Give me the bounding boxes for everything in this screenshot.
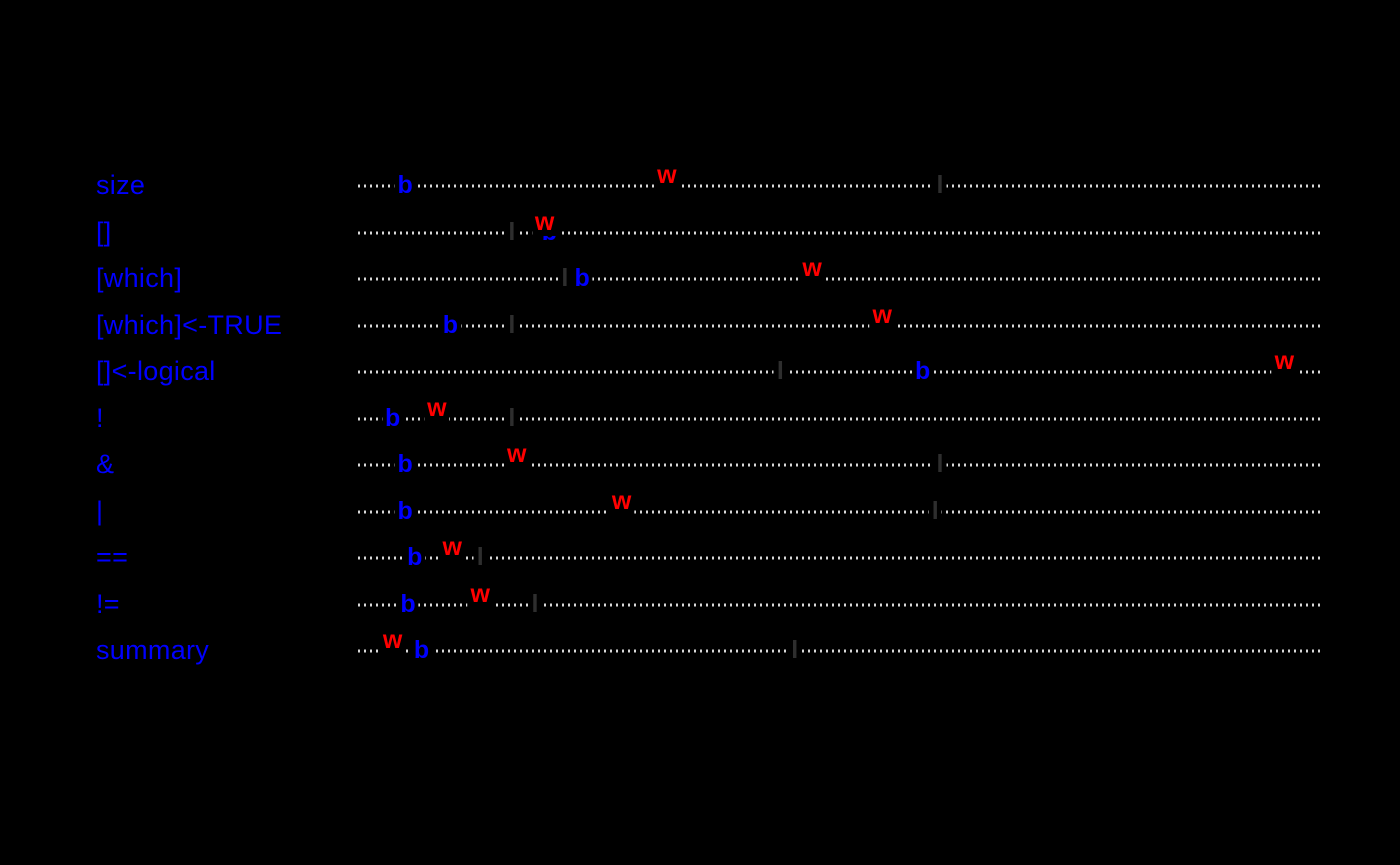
marker-w: w	[439, 533, 465, 561]
dotted-grid-line	[358, 417, 1320, 420]
dotted-grid-line	[358, 324, 1320, 327]
dotted-grid-line	[358, 649, 1320, 653]
marker-l: l	[788, 636, 802, 664]
marker-l: l	[528, 590, 542, 618]
marker-w: w	[1271, 347, 1298, 375]
row-label: [which]<-TRUE	[96, 309, 283, 340]
row-label: ==	[96, 541, 129, 572]
marker-b: b	[404, 543, 426, 571]
marker-l: l	[505, 404, 519, 432]
dotted-grid-line	[358, 370, 1320, 374]
dotted-grid-line	[358, 603, 1320, 606]
row-label: size	[96, 169, 146, 200]
marker-l: l	[505, 218, 519, 246]
marker-b: b	[394, 450, 416, 478]
marker-w: w	[467, 580, 493, 608]
marker-b: b	[410, 636, 433, 664]
marker-w: w	[379, 626, 406, 654]
marker-b: b	[394, 171, 416, 199]
marker-l: l	[928, 497, 942, 525]
marker-b: b	[912, 357, 934, 385]
marker-b: b	[394, 497, 416, 525]
marker-b: b	[439, 311, 461, 339]
marker-w: w	[799, 254, 825, 282]
marker-w: w	[424, 394, 450, 422]
dotted-grid-line	[358, 231, 1320, 234]
dotted-grid-line	[358, 510, 1320, 513]
marker-l: l	[933, 171, 947, 199]
marker-w: w	[608, 487, 635, 515]
marker-l: l	[773, 357, 787, 385]
marker-b: b	[571, 264, 593, 292]
marker-w: w	[869, 301, 896, 329]
row-label: &	[96, 448, 115, 479]
marker-l: l	[473, 543, 487, 571]
marker-b: b	[381, 404, 404, 432]
row-label: []<-logical	[96, 355, 216, 386]
row-label: |	[96, 495, 104, 526]
dotted-grid-line	[358, 556, 1320, 560]
row-label: [which]	[96, 262, 183, 293]
row-label: !=	[96, 588, 120, 619]
marker-w: w	[503, 440, 530, 468]
marker-l: l	[933, 450, 947, 478]
marker-b: b	[397, 590, 419, 618]
dotted-grid-line	[358, 277, 1320, 281]
row-label: summary	[96, 634, 210, 665]
marker-w: w	[654, 161, 680, 189]
marker-w: w	[531, 208, 558, 236]
marker-l: l	[505, 311, 519, 339]
marker-l: l	[558, 264, 572, 292]
dotted-grid-line	[358, 463, 1320, 467]
row-label: []	[96, 216, 112, 247]
dotted-grid-line	[358, 184, 1320, 188]
row-label: !	[96, 402, 104, 433]
